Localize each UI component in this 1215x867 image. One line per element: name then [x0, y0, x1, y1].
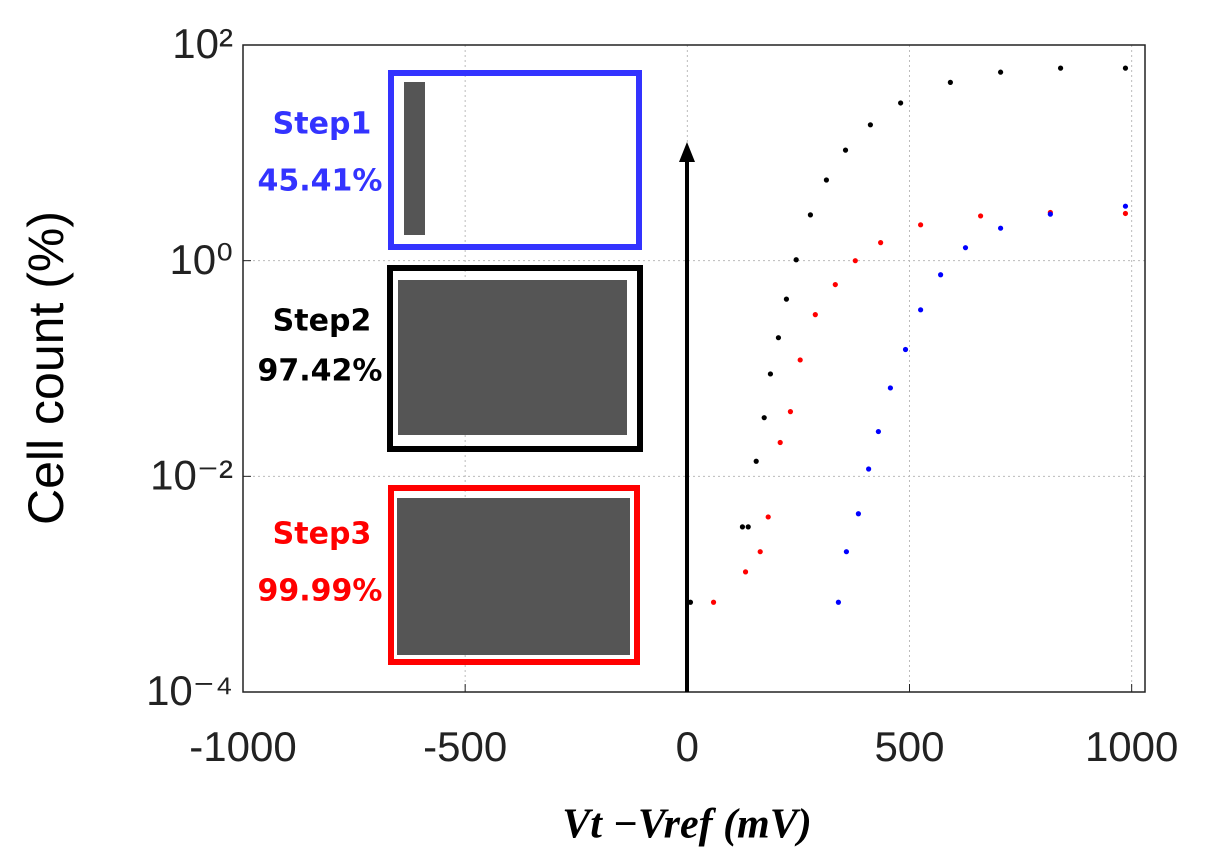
annotation-box [388, 70, 642, 250]
point [835, 599, 842, 605]
point [757, 549, 763, 555]
point [739, 524, 746, 530]
point [866, 466, 872, 472]
y-tick-label: 10² [172, 20, 233, 67]
point [938, 272, 944, 278]
image-placeholder [398, 280, 627, 435]
annotation-accuracy: 99.99% [258, 574, 383, 609]
point [807, 212, 814, 218]
point [918, 222, 924, 228]
image-placeholder [404, 82, 425, 235]
point [898, 100, 904, 106]
point [797, 357, 803, 363]
x-tick-label: 500 [874, 723, 944, 770]
point [842, 147, 849, 153]
point [852, 258, 858, 264]
point [745, 524, 751, 530]
y-tick-label: 10⁻⁴ [146, 667, 233, 714]
point [1122, 203, 1129, 209]
point [947, 79, 953, 85]
point [710, 599, 717, 605]
point [997, 225, 1004, 231]
x-tick-label: 0 [676, 723, 699, 770]
point [761, 415, 767, 421]
point [793, 257, 799, 263]
annotation-step: Step2 [273, 304, 372, 339]
point [1047, 211, 1053, 217]
x-tick-label: 1000 [1085, 723, 1178, 770]
image-placeholder [397, 498, 630, 655]
point [687, 599, 694, 605]
point [832, 281, 838, 288]
x-tick-label: -1000 [189, 723, 296, 770]
point [777, 439, 783, 446]
x-tick-label: -500 [423, 723, 507, 770]
y-tick-label: 10⁻² [150, 451, 233, 498]
point [787, 409, 794, 415]
point [962, 245, 969, 251]
point [775, 335, 782, 341]
point [887, 385, 893, 391]
point [753, 458, 759, 464]
point [765, 514, 771, 520]
point [767, 371, 774, 377]
point [812, 312, 818, 318]
plot-frame [242, 44, 1146, 693]
y-axis-label: Cell count (%) [18, 211, 74, 525]
point [742, 569, 749, 575]
annotation-box [387, 265, 643, 452]
x-axis-label: Vt −Vref (mV) [562, 802, 811, 848]
point [823, 177, 830, 183]
point [875, 428, 881, 435]
point [855, 511, 862, 517]
arrow-head [679, 142, 695, 162]
y-tick-label: 10⁰ [169, 236, 233, 283]
annotation-accuracy: 97.42% [258, 354, 383, 389]
point [878, 240, 884, 246]
point [867, 122, 874, 128]
annotation-step: Step3 [273, 517, 372, 552]
point [843, 549, 850, 555]
point [1122, 210, 1129, 217]
point [783, 296, 790, 302]
point [1122, 65, 1129, 71]
annotation-step: Step1 [273, 107, 372, 142]
point [902, 346, 909, 353]
annotation-box [388, 485, 640, 665]
point [918, 307, 924, 313]
point [977, 213, 984, 219]
point [997, 69, 1004, 75]
annotation-accuracy: 45.41% [258, 164, 383, 199]
point [1057, 65, 1064, 71]
